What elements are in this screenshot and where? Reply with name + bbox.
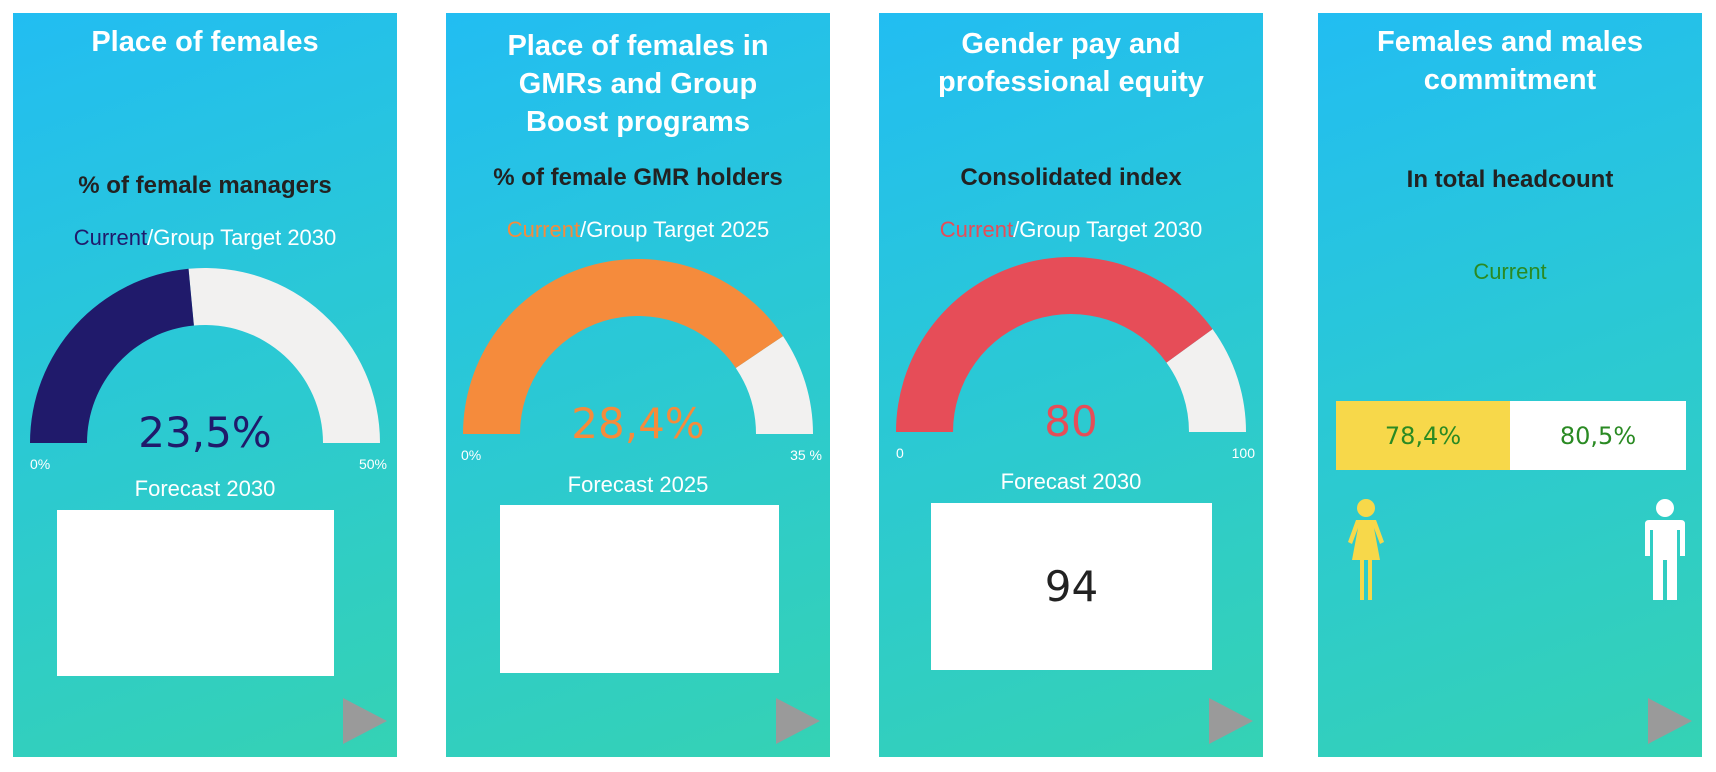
gauge-remaining-arc [1166, 329, 1246, 432]
gauge-remaining-arc [188, 268, 380, 443]
legend-target: /Group Target 2025 [580, 217, 770, 242]
gauge-legend: Current/Group Target 2025 [446, 217, 830, 243]
gauge-chart [463, 259, 813, 434]
forecast-label: Forecast 2030 [134, 476, 276, 501]
female-person-icon [1348, 499, 1384, 600]
legend-current: Current [73, 225, 148, 250]
gauge-legend: Current/Group Target 2030 [879, 217, 1263, 243]
card-title: Gender pay and professional equity [938, 28, 1204, 98]
gauge-chart [30, 268, 380, 443]
legend-current: Current [939, 217, 1014, 242]
gauge-value: 28,4% [571, 399, 705, 448]
male-person-icon [1645, 499, 1685, 600]
gauge-value-arc [463, 259, 784, 434]
card-title: Females and males commitment [1377, 26, 1643, 96]
gauge-remaining-arc [735, 336, 813, 434]
card-subtitle: Consolidated index [960, 164, 1182, 191]
gauge-legend: Current/Group Target 2030 [13, 225, 397, 251]
play-triangle-icon[interactable] [1209, 698, 1253, 744]
gauge-value: 23,5% [138, 408, 272, 457]
play-triangle-icon[interactable] [776, 698, 820, 744]
card-subtitle: % of female managers [78, 172, 332, 199]
legend-target: /Group Target 2030 [147, 225, 337, 250]
card-gender-pay: Gender pay and professional equity Conso… [879, 13, 1263, 757]
forecast-label: Forecast 2030 [1000, 469, 1142, 494]
gauge-min-label: 0% [461, 447, 482, 463]
gauge-value: 80 [1044, 397, 1098, 446]
card-subtitle: % of female GMR holders [493, 164, 783, 191]
card-place-of-females: Place of females % of female managers Cu… [13, 13, 397, 757]
current-label: Current [1473, 259, 1547, 284]
gauge-chart [896, 257, 1246, 432]
play-triangle-icon[interactable] [343, 698, 387, 744]
gauge-min-label: 0 [896, 445, 904, 461]
gauge-value-arc [30, 268, 194, 443]
play-triangle-icon[interactable] [1648, 698, 1692, 744]
legend-current: Current [506, 217, 581, 242]
gauge-max-label: 35 % [790, 447, 822, 463]
forecast-value-box [500, 505, 779, 673]
gauge-value-arc [896, 257, 1213, 432]
forecast-value-box [57, 510, 334, 676]
commitment-bar: 78,4% 80,5% [1336, 401, 1686, 470]
card-title: Place of females in GMRs and Group Boost… [507, 30, 769, 138]
card-commitment: Females and males commitment In total he… [1318, 13, 1702, 757]
female-value: 78,4% [1384, 421, 1462, 450]
card-title: Place of females [91, 26, 319, 58]
forecast-label: Forecast 2025 [567, 472, 709, 497]
gauge-max-label: 50% [358, 456, 387, 472]
card-females-gmr: Place of females in GMRs and Group Boost… [446, 13, 830, 757]
male-value: 80,5% [1559, 421, 1637, 450]
card-subtitle: In total headcount [1406, 166, 1614, 193]
forecast-value-box: 94 [931, 503, 1212, 670]
gauge-max-label: 100 [1231, 445, 1255, 461]
female-value-cell: 78,4% [1336, 401, 1510, 470]
gauge-min-label: 0% [30, 456, 51, 472]
male-value-cell: 80,5% [1510, 401, 1686, 470]
legend-target: /Group Target 2030 [1013, 217, 1203, 242]
